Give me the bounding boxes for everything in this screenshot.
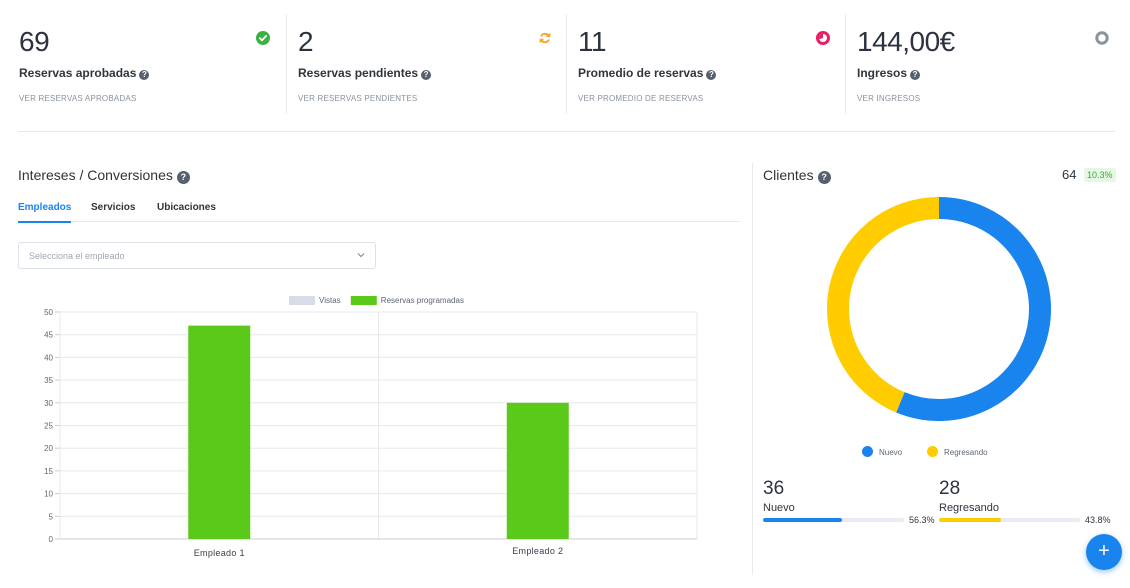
view-pending-link[interactable]: VER RESERVAS PENDIENTES [298, 94, 418, 103]
kpi-percent: 43.8% [1085, 515, 1111, 525]
check-circle-icon [256, 31, 270, 45]
kpi-label: Regresando [939, 502, 999, 514]
y-tick-label: 25 [44, 422, 53, 431]
help-icon[interactable]: ? [706, 70, 717, 80]
x-tick-label: Empleado 1 [194, 548, 245, 558]
kpi-number: 28 [939, 478, 961, 499]
chevron-down-icon [357, 253, 365, 258]
bar-scheduled[interactable] [188, 325, 251, 539]
stat-average: 11 Promedio de reservas? VER PROMEDIO DE… [578, 14, 833, 114]
stats-row: 69 Reservas aprobadas? VER RESERVAS APRO… [0, 0, 1130, 132]
select-placeholder: Selecciona el empleado [29, 251, 125, 261]
stat-revenue: 144,00€ Ingresos? VER INGRESOS [857, 14, 1112, 114]
view-average-link[interactable]: VER PROMEDIO DE RESERVAS [578, 94, 704, 103]
clients-donut-chart [827, 197, 1051, 421]
divider [752, 163, 753, 575]
y-tick-label: 15 [44, 467, 53, 476]
clients-count: 64 [1062, 167, 1077, 182]
y-tick-label: 10 [44, 490, 53, 499]
ring-icon [1095, 31, 1109, 45]
x-tick-label: Empleado 2 [512, 546, 563, 556]
donut-slice-new[interactable] [896, 197, 1051, 421]
stat-label: Reservas pendientes? [298, 66, 432, 80]
divider [286, 14, 287, 114]
section-title-interests: Intereses / Conversiones? [18, 167, 190, 184]
legend-dot [862, 446, 873, 457]
legend-swatch [289, 296, 315, 305]
legend-dot [927, 446, 938, 457]
divider [18, 131, 1115, 132]
y-tick-label: 45 [44, 331, 53, 340]
stat-label: Reservas aprobadas? [19, 66, 150, 80]
help-icon[interactable]: ? [817, 171, 831, 184]
pie-icon [816, 31, 830, 45]
y-tick-label: 20 [44, 444, 53, 453]
kpi-percent: 56.3% [909, 515, 935, 525]
view-approved-link[interactable]: VER RESERVAS APROBADAS [19, 94, 137, 103]
tab-locations[interactable]: Ubicaciones [157, 202, 216, 213]
y-tick-label: 50 [44, 308, 53, 317]
y-tick-label: 5 [49, 512, 54, 521]
y-tick-label: 0 [49, 535, 54, 544]
legend-label: Reservas programadas [381, 296, 464, 305]
kpi-number: 36 [763, 478, 785, 499]
section-title-clients: Clientes? [763, 167, 831, 184]
stat-value: 69 [19, 26, 50, 57]
divider [566, 14, 567, 114]
stat-label: Promedio de reservas? [578, 66, 717, 80]
help-icon[interactable]: ? [176, 171, 190, 184]
y-tick-label: 35 [44, 376, 53, 385]
stat-value: 2 [298, 26, 314, 57]
tabs: Empleados Servicios Ubicaciones [18, 200, 740, 223]
employee-select[interactable]: Selecciona el empleado [18, 242, 376, 269]
donut-slice-returning[interactable] [827, 197, 940, 413]
legend-label: Vistas [319, 296, 341, 305]
divider [845, 14, 846, 114]
help-icon[interactable]: ? [139, 70, 150, 80]
stat-label: Ingresos? [857, 66, 921, 80]
y-tick-label: 30 [44, 399, 53, 408]
legend-item-scheduled[interactable]: Reservas programadas [350, 296, 464, 305]
view-revenue-link[interactable]: VER INGRESOS [857, 94, 921, 103]
help-icon[interactable]: ? [910, 70, 921, 80]
legend-item-new[interactable]: Nuevo [862, 446, 902, 457]
y-tick-label: 40 [44, 353, 53, 362]
stat-approved: 69 Reservas aprobadas? VER RESERVAS APRO… [19, 14, 274, 114]
stat-value: 144,00€ [857, 26, 955, 57]
help-icon[interactable]: ? [421, 70, 432, 80]
progress-bar [763, 518, 904, 522]
bar-chart: Vistas Reservas programadas 0 5 10 15 20 25 30 35… [44, 296, 698, 558]
tab-services[interactable]: Servicios [91, 202, 136, 213]
progress-fill [763, 518, 843, 522]
legend-item-views[interactable]: Vistas [289, 296, 341, 305]
bar-scheduled[interactable] [506, 402, 569, 539]
progress-bar [939, 518, 1080, 522]
progress-fill [939, 518, 1001, 522]
legend-swatch [350, 296, 377, 305]
tab-employees[interactable]: Empleados [18, 202, 72, 223]
refresh-icon [539, 32, 551, 44]
kpi-label: Nuevo [763, 502, 795, 514]
stat-pending: 2 Reservas pendientes? VER RESERVAS PEND… [298, 14, 553, 114]
stat-value: 11 [578, 26, 607, 57]
add-button[interactable]: + [1086, 534, 1122, 570]
legend-item-returning[interactable]: Regresando [927, 446, 988, 457]
growth-badge: 10.3% [1084, 168, 1116, 182]
